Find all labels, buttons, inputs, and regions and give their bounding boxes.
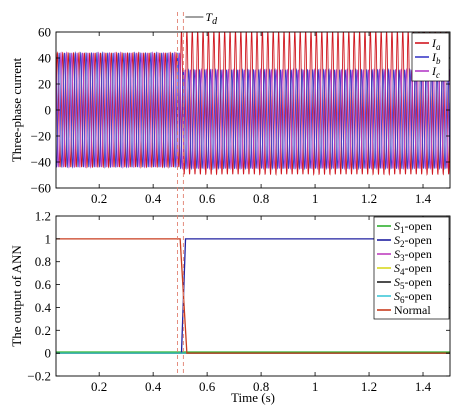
- y-tick-label: 0.8: [35, 254, 51, 269]
- legend-label-main: S: [394, 289, 400, 303]
- legend-label: Ia: [431, 36, 441, 52]
- x-tick-label: 0.6: [199, 379, 216, 394]
- x-tick-label: 1.2: [361, 379, 377, 394]
- legend: S1-openS2-openS3-openS4-openS5-openS6-op…: [373, 216, 450, 320]
- x-tick-label: 0.4: [145, 191, 162, 206]
- legend-label-main: I: [431, 50, 437, 64]
- legend-label: S3-open: [394, 247, 432, 263]
- x-tick-label: 0.4: [145, 379, 162, 394]
- x-axis-label: Time (s): [231, 390, 275, 405]
- y-tick-label: 0: [45, 103, 52, 118]
- x-tick-label: 0.2: [91, 191, 107, 206]
- x-tick-label: 0.8: [253, 191, 269, 206]
- y-tick-label: −60: [31, 181, 51, 196]
- axes-frame: [55, 31, 451, 189]
- legend-label-suffix: -open: [405, 219, 432, 233]
- y-axis-label: The output of ANN: [9, 245, 24, 347]
- y-tick-label: 0.2: [35, 323, 51, 338]
- legend-label-main: S: [394, 219, 400, 233]
- legend-label-main: S: [394, 247, 400, 261]
- legend-label: Normal: [394, 303, 431, 317]
- y-tick-label: 1.2: [35, 209, 51, 224]
- y-tick-label: 0: [45, 346, 52, 361]
- legend-label-main: S: [394, 261, 400, 275]
- x-tick-label: 1: [312, 379, 319, 394]
- x-tick-label: 1: [312, 191, 319, 206]
- legend-label-sub: b: [436, 56, 441, 66]
- y-tick-label: −40: [31, 155, 51, 170]
- legend-label: S6-open: [394, 289, 432, 305]
- legend-label: S5-open: [394, 275, 432, 291]
- y-tick-label: 40: [38, 51, 51, 66]
- x-tick-label: 0.8: [253, 379, 269, 394]
- x-tick-label: 1.4: [415, 379, 432, 394]
- legend-label-suffix: -open: [405, 247, 432, 261]
- y-tick-label: 0.6: [35, 277, 52, 292]
- y-tick-label: 0.4: [35, 300, 52, 315]
- legend-label-sub: c: [436, 70, 440, 80]
- legend-label-sub: 5: [400, 281, 405, 291]
- legend-label: Ic: [431, 64, 440, 80]
- annotation-label-main: T: [205, 10, 213, 24]
- current-panel: 0.2 0.4 0.6 0.8 1 1.2 1.4 −60 −40 −20 0 20 40 60 Three…: [9, 25, 451, 206]
- legend-label-suffix: -open: [405, 275, 432, 289]
- y-axis-label: Three-phase current: [9, 57, 24, 162]
- legend-label-sub: 4: [400, 267, 405, 277]
- legend-label-main: I: [431, 64, 437, 78]
- legend-label-suffix: -open: [405, 261, 432, 275]
- legend-label-main: S: [394, 275, 400, 289]
- legend-label: S1-open: [394, 219, 432, 235]
- legend-label-suffix: -open: [405, 233, 432, 247]
- y-tick-label: 1: [45, 231, 52, 246]
- y-tick-label: −0.2: [27, 369, 51, 384]
- legend-label-sub: 3: [400, 253, 405, 263]
- legend-label-main: I: [431, 36, 437, 50]
- legend-label-main: S: [394, 233, 400, 247]
- series-I_c: [56, 51, 450, 171]
- x-tick-label: 1.2: [361, 191, 377, 206]
- ann-output-panel: 0.2 0.4 0.6 0.8 1 1.2 1.4 −0.2 0 0.2 0.4 0.6 0.8 1 1.2…: [9, 209, 451, 405]
- annotation-label-sub: d: [212, 16, 218, 27]
- x-tick-label: 0.6: [199, 191, 216, 206]
- fault-markers: Td: [176, 10, 218, 376]
- legend-label: S4-open: [394, 261, 432, 277]
- x-tick-label: 1.4: [415, 191, 432, 206]
- axes-frame: [55, 215, 451, 377]
- series-I_b: [56, 51, 450, 171]
- legend-label-suffix: -open: [405, 289, 432, 303]
- y-tick-label: 60: [38, 25, 51, 40]
- y-tick-label: −20: [31, 129, 51, 144]
- legend-label-sub: a: [436, 42, 441, 52]
- legend-label-sub: 1: [400, 225, 405, 235]
- legend-label: S2-open: [394, 233, 432, 249]
- legend-label-sub: 6: [400, 295, 405, 305]
- series-I_a: [56, 32, 450, 176]
- plot-area: [56, 32, 450, 176]
- legend-label-main: Normal: [394, 303, 431, 317]
- annotation-label: Td: [205, 10, 218, 27]
- legend-label: Ib: [431, 50, 441, 66]
- y-tick-label: 20: [38, 77, 51, 92]
- legend-label-sub: 2: [400, 239, 405, 249]
- x-tick-label: 0.2: [91, 379, 107, 394]
